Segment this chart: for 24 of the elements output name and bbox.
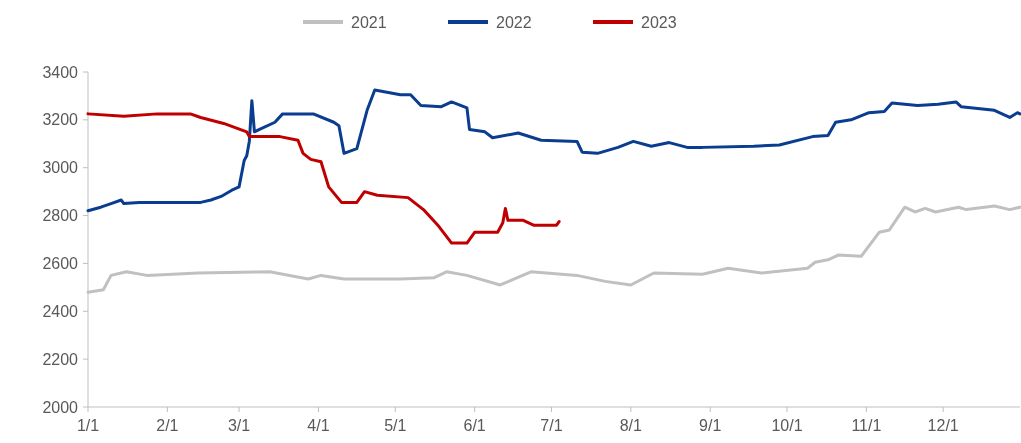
y-tick-label: 2400 [42,302,79,320]
x-tick-label: 11/1 [851,417,882,434]
x-tick-label: 4/1 [307,417,330,434]
y-tick-label: 3000 [42,159,79,177]
y-tick-label: 2800 [42,207,79,225]
y-tick-label: 2200 [42,350,79,368]
y-tick-label: 3200 [42,111,79,129]
x-tick-label: 6/1 [463,417,486,434]
legend-label: 2021 [351,13,387,31]
x-tick-label: 2/1 [156,417,179,434]
x-tick-label: 1/1 [76,417,100,434]
y-tick-label: 3400 [42,63,79,81]
x-tick-label: 5/1 [384,417,407,434]
line-series [86,112,561,245]
legend-label: 2022 [496,13,532,31]
x-tick-label: 9/1 [699,417,722,434]
y-tick-label: 2000 [42,398,79,416]
y-tick-label: 2600 [42,255,79,273]
legend-label: 2023 [641,13,677,31]
x-tick-label: 10/1 [771,417,803,434]
x-tick-label: 3/1 [227,417,251,434]
x-tick-label: 7/1 [540,417,563,434]
x-tick-label: 8/1 [619,417,643,434]
x-tick-label: 12/1 [927,417,959,434]
